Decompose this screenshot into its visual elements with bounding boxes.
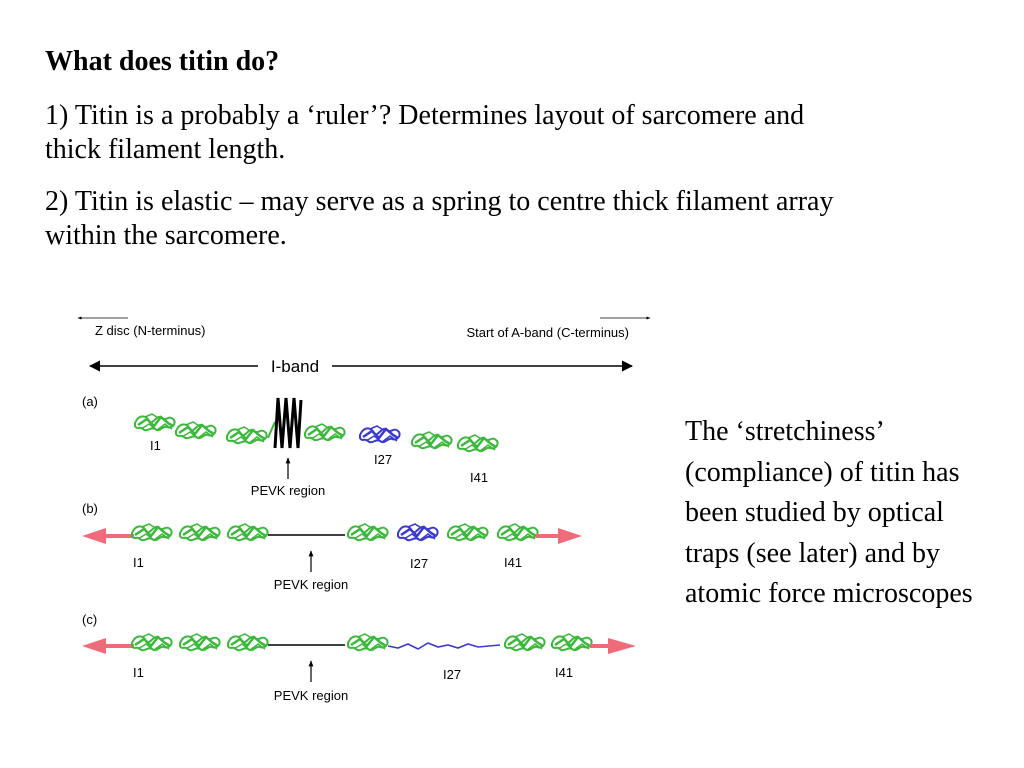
panel-a-tag: (a)	[82, 394, 98, 409]
i27-unfolded-chain	[387, 642, 501, 650]
stretchiness-note: The ‘stretchiness’ (compliance) of titin…	[685, 416, 973, 609]
panel-b-tag: (b)	[82, 501, 98, 516]
ig-domain	[446, 522, 489, 542]
ig-domain	[303, 422, 346, 442]
titin-stretch-figure: Z disc (N-terminus) Start of A-band (C-t…	[77, 316, 651, 703]
i27-domain	[358, 424, 401, 444]
label-pevk: PEVK region	[274, 688, 348, 703]
label-pevk: PEVK region	[251, 483, 325, 498]
ig-domain	[130, 632, 173, 652]
pevk-spring-coil	[273, 397, 303, 449]
point-ruler: 1) Titin is a probably a ‘ruler’? Determ…	[45, 100, 805, 165]
panel-a: (a) I1 I27 I41 PEVK region	[82, 394, 499, 498]
force-arrow-left	[82, 638, 106, 654]
ig-domain	[178, 632, 221, 652]
ig-domain	[410, 430, 453, 450]
ig-domain	[133, 412, 176, 432]
ig-domain	[226, 522, 269, 542]
i27-domain	[396, 522, 439, 542]
panel-c: (c) I1 I27 I41 PEVK region	[82, 612, 636, 703]
label-i27: I27	[374, 452, 392, 467]
label-i41: I41	[504, 555, 522, 570]
point-elastic: 2) Titin is elastic – may serve as a spr…	[45, 186, 834, 251]
ig-domain	[346, 522, 389, 542]
ig-domain	[550, 632, 593, 652]
label-pevk: PEVK region	[274, 577, 348, 592]
ig-domain	[174, 420, 217, 440]
ig-domain	[456, 433, 499, 453]
z-disc-label: Z disc (N-terminus)	[95, 323, 206, 338]
label-i41: I41	[470, 470, 488, 485]
ig-domain	[225, 425, 268, 445]
ig-domain	[178, 522, 221, 542]
force-arrow-left	[82, 528, 106, 544]
i-band-label: I-band	[271, 357, 319, 376]
ig-domain	[496, 522, 539, 542]
a-band-label: Start of A-band (C-terminus)	[466, 325, 629, 340]
panel-b: (b) I1 I27 I41 PEVK region	[82, 501, 582, 592]
ig-domain	[130, 522, 173, 542]
force-arrow-right	[558, 528, 582, 544]
label-i1: I1	[150, 438, 161, 453]
label-i1: I1	[133, 665, 144, 680]
label-i27: I27	[410, 556, 428, 571]
label-i41: I41	[555, 665, 573, 680]
ig-domain	[226, 632, 269, 652]
panel-c-tag: (c)	[82, 612, 97, 627]
slide-title: What does titin do?	[45, 46, 280, 77]
force-arrow-right	[608, 638, 636, 654]
ig-domain	[503, 632, 546, 652]
label-i27: I27	[443, 667, 461, 682]
label-i1: I1	[133, 555, 144, 570]
ig-domain	[346, 632, 389, 652]
